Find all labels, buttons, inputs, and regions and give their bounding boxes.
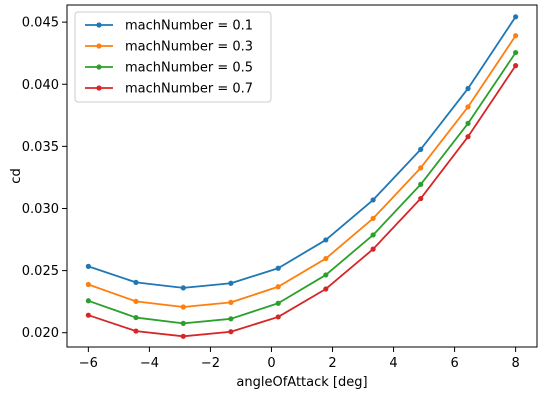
data-point <box>465 134 471 140</box>
data-point <box>180 320 186 326</box>
data-point <box>85 263 91 269</box>
x-tick-label: 4 <box>389 356 397 371</box>
y-tick-label: 0.030 <box>22 202 59 217</box>
series-layer <box>85 14 519 339</box>
data-point <box>133 279 139 286</box>
y-tick-label: 0.045 <box>22 16 59 31</box>
data-point <box>228 316 234 322</box>
x-tick-label: −4 <box>140 356 159 371</box>
y-tick-label: 0.035 <box>22 140 59 155</box>
data-point <box>418 165 424 171</box>
legend-label: machNumber = 0.7 <box>125 82 253 97</box>
data-point <box>465 85 471 92</box>
data-point <box>370 215 376 222</box>
legend-box <box>74 11 272 103</box>
series-line-2 <box>87 51 517 325</box>
data-point <box>228 280 234 286</box>
data-point <box>228 329 234 335</box>
data-point <box>85 312 91 318</box>
data-point <box>275 314 281 320</box>
data-point <box>418 195 424 202</box>
x-tick-label: −2 <box>201 356 220 371</box>
data-point <box>275 284 281 290</box>
data-point <box>228 299 234 306</box>
legend: machNumber = 0.1 machNumber = 0.3 machNumb… <box>74 11 272 103</box>
data-point <box>85 298 91 304</box>
legend-swatch-marker <box>96 43 102 49</box>
data-point <box>323 286 329 292</box>
y-axis: 0.020 0.025 0.030 0.035 0.040 0.045 <box>22 16 67 341</box>
y-tick-label: 0.040 <box>22 78 59 93</box>
plot-frame <box>66 4 538 348</box>
data-point <box>370 232 376 238</box>
legend-label: machNumber = 0.3 <box>125 40 253 55</box>
data-point <box>370 197 376 203</box>
y-tick-label: 0.025 <box>22 264 59 279</box>
series-line-1 <box>87 34 517 308</box>
data-point <box>133 298 139 305</box>
legend-label: machNumber = 0.1 <box>125 19 253 34</box>
legend-swatch-marker <box>96 85 102 91</box>
legend-swatch-marker <box>96 64 102 70</box>
data-point <box>180 285 186 291</box>
data-point <box>465 120 471 126</box>
data-point <box>370 246 376 252</box>
data-point <box>418 146 424 152</box>
data-point <box>133 328 139 334</box>
data-point <box>513 49 519 56</box>
data-point <box>513 33 519 39</box>
data-point <box>133 314 139 321</box>
data-point <box>85 281 91 288</box>
data-point <box>323 237 329 243</box>
data-point <box>180 304 186 310</box>
data-point <box>418 181 424 187</box>
x-tick-label: 6 <box>450 356 458 371</box>
data-point <box>513 14 519 20</box>
y-tick-label: 0.020 <box>22 326 59 341</box>
data-point <box>323 255 329 262</box>
data-point <box>275 300 281 306</box>
x-axis: −6 −4 −2 0 2 4 6 8 <box>79 347 520 371</box>
legend-swatch-marker <box>96 22 102 28</box>
data-point <box>465 104 471 110</box>
x-tick-label: −6 <box>79 356 98 371</box>
data-point <box>275 265 281 271</box>
series-line-0 <box>87 15 517 289</box>
data-point <box>513 63 519 69</box>
x-tick-label: 0 <box>267 356 275 371</box>
x-tick-label: 8 <box>511 356 519 371</box>
x-axis-label: angleOfAttack [deg] <box>236 375 367 390</box>
series-line-3 <box>87 64 517 338</box>
data-point <box>180 333 186 339</box>
data-point <box>323 272 329 278</box>
legend-label: machNumber = 0.5 <box>125 61 253 76</box>
x-tick-label: 2 <box>328 356 336 371</box>
y-axis-label: cd <box>9 168 24 183</box>
